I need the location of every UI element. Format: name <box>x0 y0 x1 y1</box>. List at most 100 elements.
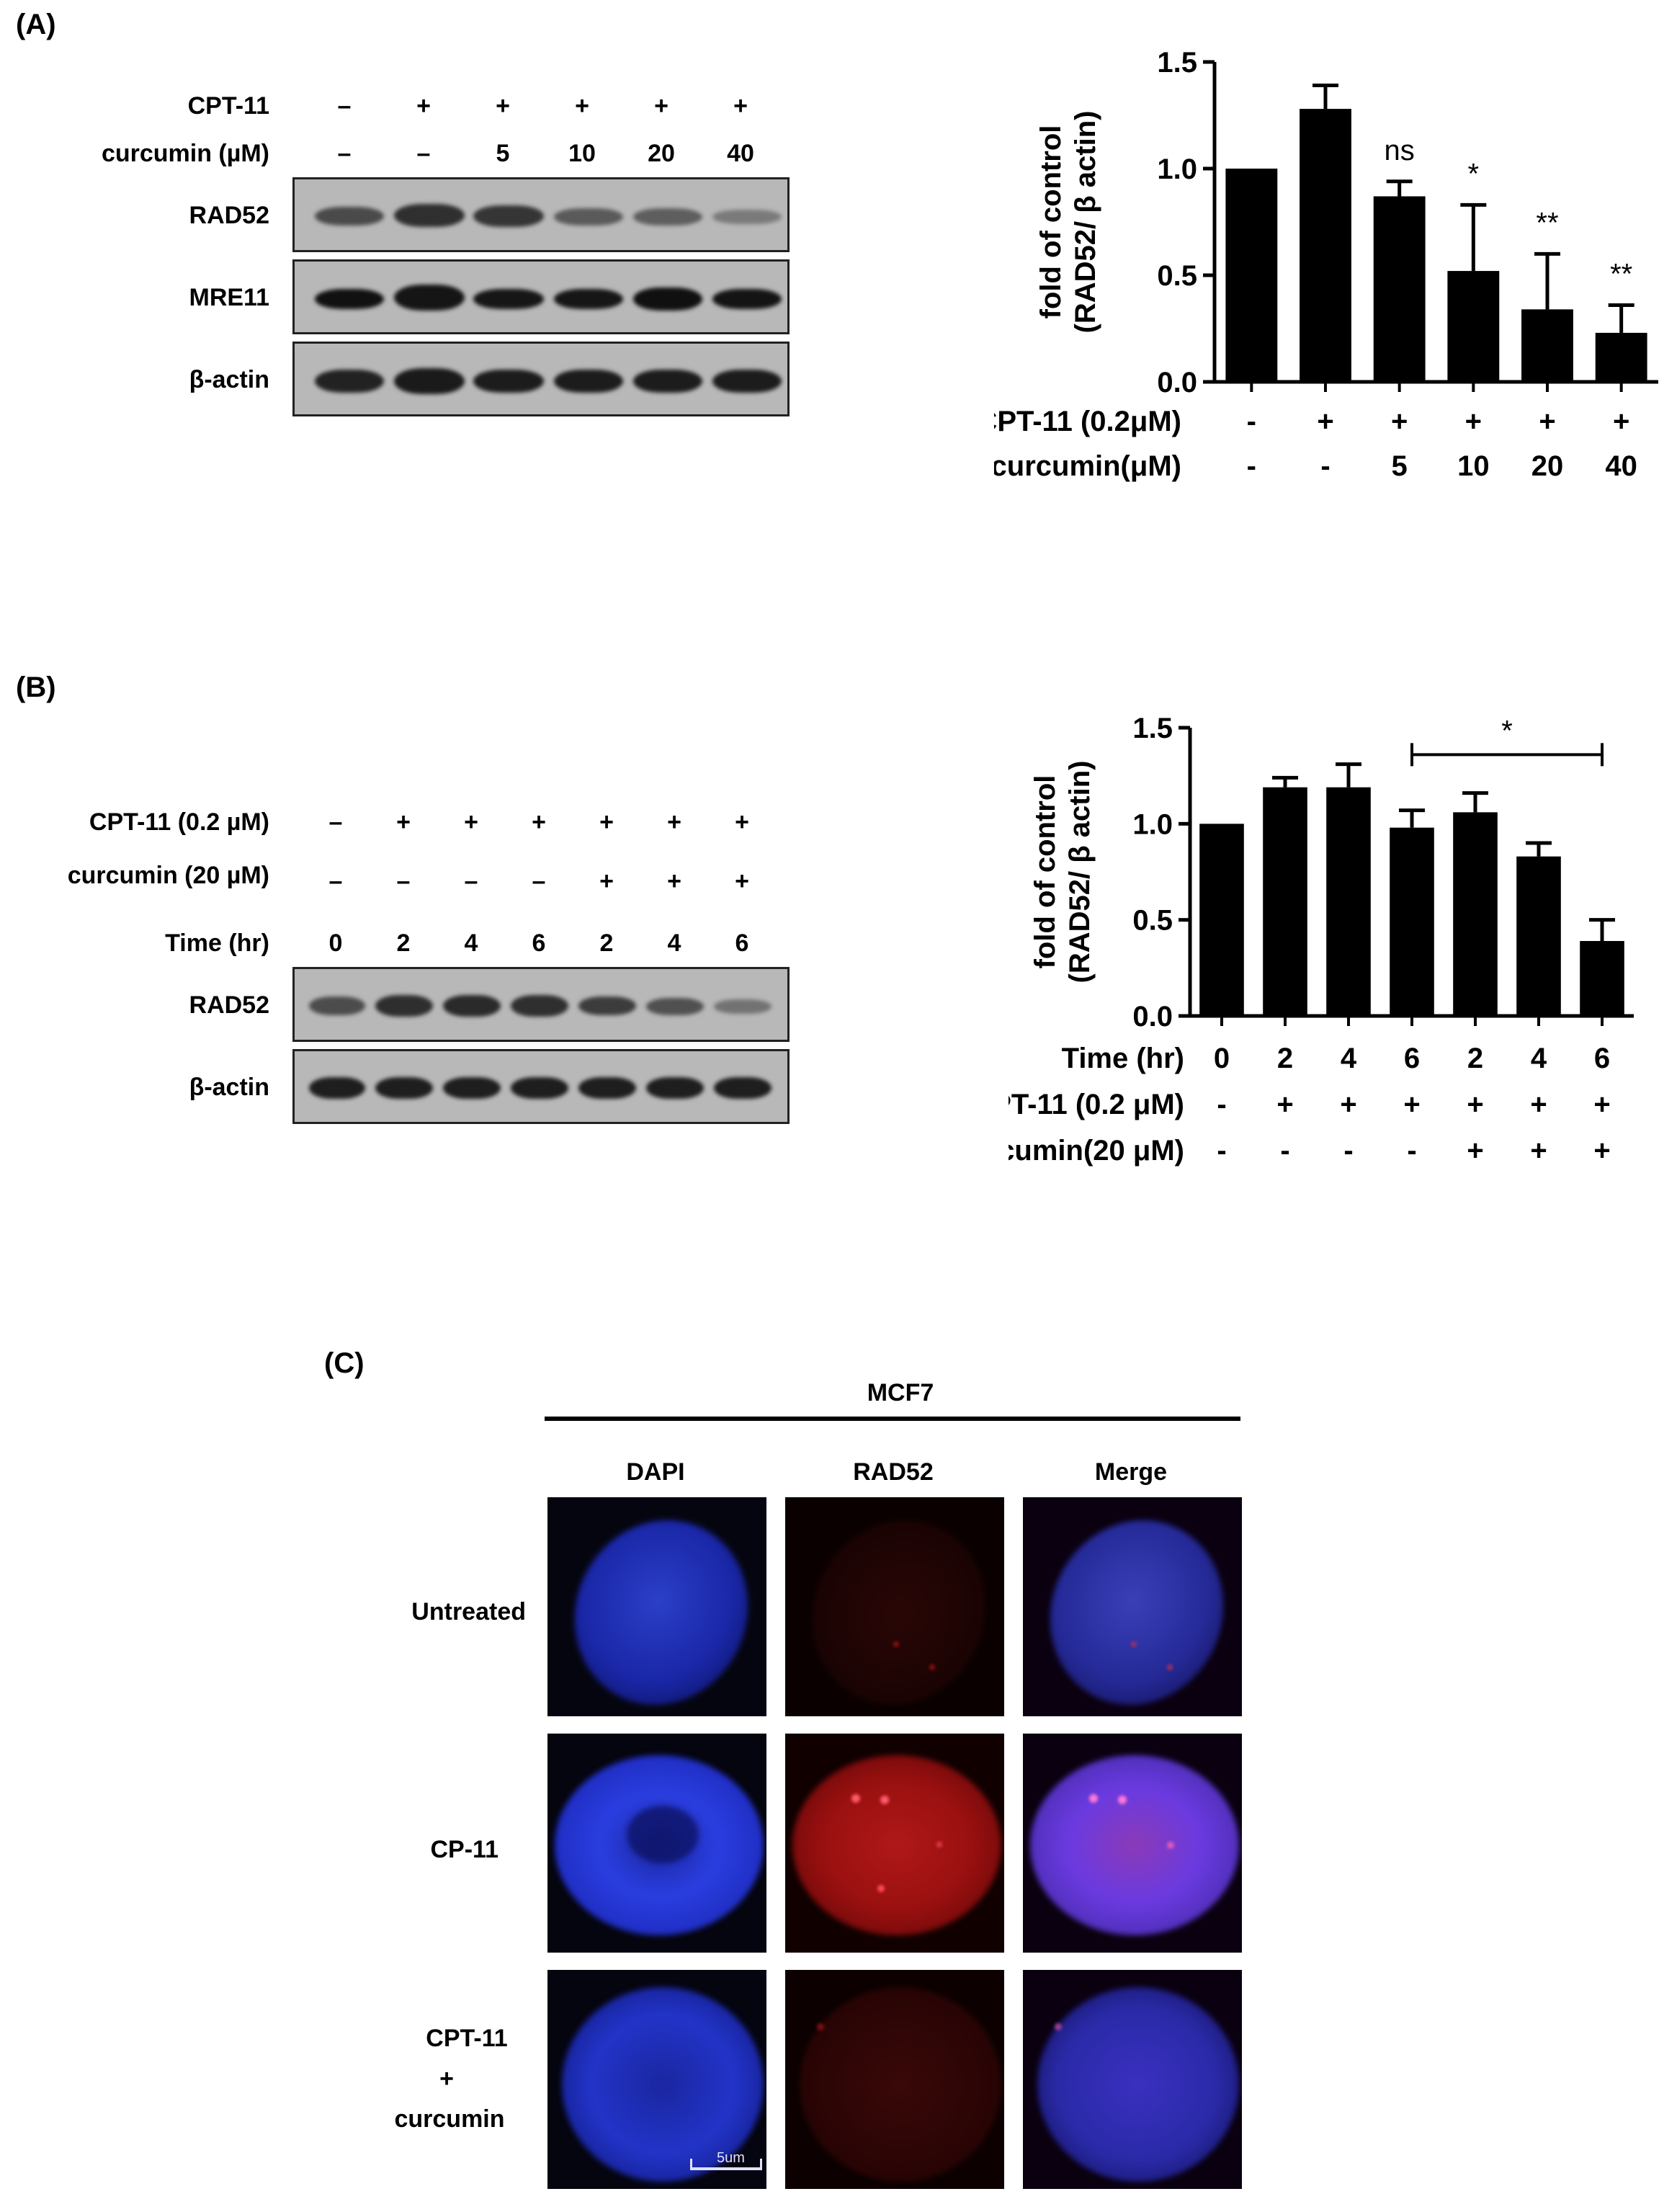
treatment-cell: + <box>1317 406 1333 437</box>
significance-label: ** <box>1610 258 1632 290</box>
image-combo-rad52 <box>785 1970 1004 2189</box>
blot-b-curcumin-lane-0: – <box>328 868 343 895</box>
scale-bar-tick-right <box>760 2159 762 2170</box>
treatment-cell: 2 <box>1467 1043 1483 1074</box>
blot-b-cpt11-lane-4: + <box>599 808 614 836</box>
treatment-cell: + <box>1391 406 1408 437</box>
treatment-row-label: Time (hr) <box>1062 1043 1184 1074</box>
row-label-untreated: Untreated <box>411 1598 526 1625</box>
treatment-cell: + <box>1467 1089 1483 1120</box>
y-tick-label: 1.0 <box>1157 153 1197 185</box>
blot-b-row-label-curcumin: curcumin (20 µM) <box>67 862 269 889</box>
y-axis-label-line2: (RAD52/ β actin) <box>1070 111 1101 334</box>
column-label-rad52: RAD52 <box>853 1458 934 1486</box>
cell-line-bar <box>545 1417 1240 1421</box>
blot-a-curcumin-lane-1: – <box>416 140 431 167</box>
treatment-cell: + <box>1467 1135 1483 1167</box>
panel-a-label: (A) <box>16 9 56 40</box>
blot-b-curcumin-lane-3: – <box>532 868 546 895</box>
treatment-cell: 6 <box>1594 1043 1610 1074</box>
significance-label: * <box>1501 715 1513 746</box>
treatment-cell: - <box>1217 1135 1226 1167</box>
treatment-cell: 10 <box>1457 450 1490 482</box>
image-combo-merge <box>1023 1970 1242 2189</box>
blot-b-curcumin-lane-2: – <box>464 868 478 895</box>
image-cp11-merge <box>1023 1734 1242 1953</box>
treatment-cell: 4 <box>1531 1043 1547 1074</box>
treatment-cell: + <box>1593 1135 1610 1167</box>
blot-b-time-lane-4: 2 <box>599 929 614 957</box>
row-label-curcumin: curcumin <box>394 2105 505 2133</box>
blot-b-cpt11-lane-6: + <box>735 808 749 836</box>
column-label-merge: Merge <box>1094 1458 1168 1486</box>
y-tick-label: 1.5 <box>1132 713 1173 744</box>
blot-b-row-label-cpt11: CPT-11 (0.2 µM) <box>89 808 269 836</box>
treatment-cell: 20 <box>1531 450 1564 482</box>
bar <box>1521 309 1573 382</box>
treatment-row-label: curcumin(μM) <box>994 450 1181 482</box>
blot-a-curcumin-lane-4: 20 <box>648 140 675 167</box>
blot-b-cpt11-lane-2: + <box>464 808 478 836</box>
blot-a-mre11 <box>292 259 790 334</box>
image-untreated-merge <box>1023 1497 1242 1716</box>
blot-b-curcumin-lane-5: + <box>667 868 681 895</box>
bar <box>1199 824 1244 1016</box>
treatment-cell: + <box>1403 1089 1420 1120</box>
treatment-cell: + <box>1613 406 1629 437</box>
treatment-cell: 2 <box>1277 1043 1293 1074</box>
blot-a-cpt11-lane-5: + <box>733 92 748 120</box>
treatment-cell: + <box>1465 406 1482 437</box>
blot-b-band-label-actin: β-actin <box>189 1074 269 1101</box>
blot-b-time-lane-3: 6 <box>532 929 546 957</box>
treatment-row-label: CPT-11 (0.2 μM) <box>1009 1089 1184 1120</box>
treatment-cell: - <box>1247 450 1256 482</box>
scale-bar-tick-left <box>690 2159 692 2170</box>
y-tick-label: 1.0 <box>1132 808 1173 840</box>
bar <box>1300 109 1351 382</box>
bar <box>1373 196 1426 382</box>
blot-a-beta-actin <box>292 342 790 416</box>
treatment-cell: - <box>1407 1135 1416 1167</box>
y-tick-label: 1.5 <box>1157 47 1197 79</box>
bar <box>1263 787 1307 1016</box>
significance-label: ** <box>1536 207 1558 238</box>
blot-b-time-lane-0: 0 <box>328 929 343 957</box>
blot-a-cpt11-lane-1: + <box>416 92 431 120</box>
y-axis-label-line1: fold of control <box>1035 125 1067 319</box>
treatment-cell: 6 <box>1404 1043 1420 1074</box>
blot-a-row-label-cpt11: CPT-11 <box>187 92 269 120</box>
y-tick-label: 0.5 <box>1132 905 1173 937</box>
treatment-cell: - <box>1320 450 1330 482</box>
treatment-cell: + <box>1530 1135 1547 1167</box>
treatment-cell: 4 <box>1341 1043 1357 1074</box>
image-untreated-rad52 <box>785 1497 1004 1716</box>
blot-b-curcumin-lane-4: + <box>599 868 614 895</box>
treatment-cell: - <box>1217 1089 1226 1120</box>
treatment-row-label: curcumin(20 μM) <box>1009 1135 1184 1167</box>
panel-c-label: (C) <box>324 1347 365 1379</box>
scale-bar <box>690 2167 762 2170</box>
treatment-cell: - <box>1247 406 1256 437</box>
bar <box>1225 169 1278 382</box>
blot-b-curcumin-lane-1: – <box>396 868 411 895</box>
blot-b-time-lane-1: 2 <box>396 929 411 957</box>
treatment-cell: + <box>1340 1089 1356 1120</box>
significance-label: * <box>1468 158 1480 189</box>
blot-b-row-label-time: Time (hr) <box>165 929 269 957</box>
image-cp11-dapi <box>547 1734 766 1953</box>
y-axis-label-line2: (RAD52/ β actin) <box>1064 761 1096 984</box>
bar <box>1580 941 1624 1016</box>
treatment-cell: + <box>1530 1089 1547 1120</box>
bar <box>1390 827 1434 1016</box>
row-label-cpt11: CPT-11 <box>426 2025 508 2052</box>
chart-b: 0.0 0.5 1.0 1.5 fold of control (RAD52/ β act… <box>1009 713 1634 1167</box>
blot-b-cpt11-lane-3: + <box>532 808 546 836</box>
blot-a-curcumin-lane-2: 5 <box>496 140 510 167</box>
blot-a-rad52 <box>292 177 790 252</box>
blot-b-cpt11-lane-5: + <box>667 808 681 836</box>
blot-b-time-lane-6: 6 <box>735 929 749 957</box>
treatment-cell: 40 <box>1605 450 1637 482</box>
cell-line-label: MCF7 <box>867 1379 934 1406</box>
chart-a: 0.0 0.5 1.0 1.5 fold of control (RAD52/ β act… <box>994 47 1658 482</box>
bar <box>1447 271 1500 382</box>
